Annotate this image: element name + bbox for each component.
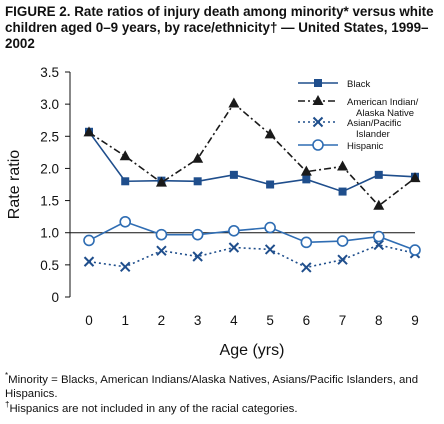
footnote-star-mark: * [5, 371, 9, 381]
y-tick-label: 0 [51, 290, 59, 305]
data-point-hispanic [119, 215, 132, 228]
legend-item-black: Black [298, 79, 370, 90]
data-point-american-indian-alaska-native [373, 199, 385, 210]
x-tick-label: 8 [375, 313, 383, 328]
data-point-asian-pacific-islander [192, 251, 203, 262]
data-point-american-indian-alaska-native [155, 176, 167, 187]
series-line-hispanic [88, 220, 416, 251]
data-point-american-indian-alaska-native [337, 160, 349, 171]
data-point-american-indian-alaska-native [300, 165, 312, 176]
data-point-american-indian-alaska-native [409, 172, 421, 183]
data-point-asian-pacific-islander [156, 245, 167, 256]
data-point-hispanic [264, 221, 276, 234]
y-tick-label: 2.0 [40, 161, 59, 176]
y-tick-label: 1.0 [40, 226, 59, 241]
x-tick-label: 7 [339, 313, 347, 328]
legend-label: Black [347, 79, 370, 90]
series-american-indian-alaska-native [83, 97, 421, 210]
data-point-asian-pacific-islander [83, 256, 95, 267]
x-tick-label: 3 [194, 313, 202, 328]
y-tick-label: 2.5 [40, 129, 59, 144]
data-point-hispanic [155, 228, 168, 241]
data-point-asian-pacific-islander [228, 242, 240, 253]
legend-label: Hispanic [347, 141, 384, 152]
series-group [83, 97, 421, 273]
data-point-american-indian-alaska-native [264, 128, 276, 139]
x-tick-label: 2 [158, 313, 166, 328]
footnote-dagger-mark: † [5, 400, 10, 410]
series-line-asian-pacific-islander [88, 244, 416, 269]
footnote-minority-text: Minority = Blacks, American Indians/Alas… [5, 374, 419, 400]
data-point-black [121, 177, 130, 186]
x-axis-label: Age (yrs) [220, 342, 285, 359]
x-tick-label: 6 [303, 313, 311, 328]
data-point-asian-pacific-islander [264, 244, 276, 255]
data-point-black [302, 175, 311, 184]
x-tick-label: 1 [121, 313, 129, 328]
y-tick-label: 0.5 [40, 258, 59, 273]
x-tick-label: 0 [85, 313, 93, 328]
legend-item-american-indian-alaska-native: American Indian/Alaska Native [298, 95, 419, 119]
data-point-asian-pacific-islander [120, 261, 131, 272]
chart-legend: Black American Indian/Alaska NativeAsian/… [298, 79, 419, 152]
data-point-hispanic [372, 230, 385, 243]
data-point-black [229, 170, 238, 179]
series-hispanic [83, 215, 421, 256]
data-point-asian-pacific-islander [337, 254, 348, 265]
data-point-american-indian-alaska-native [83, 126, 95, 137]
data-point-hispanic [228, 224, 240, 237]
data-point-black [266, 180, 275, 189]
x-tick-label: 9 [411, 313, 419, 328]
footnote-minority: *Minority = Blacks, American Indians/Ala… [5, 371, 441, 401]
legend-label: American Indian/ [347, 97, 419, 108]
data-point-american-indian-alaska-native [119, 150, 131, 161]
figure-title: FIGURE 2. Rate ratios of injury death am… [5, 4, 434, 51]
legend-marker [312, 95, 324, 105]
data-point-american-indian-alaska-native [228, 97, 240, 108]
y-tick-label: 3.0 [40, 97, 59, 112]
x-tick-label: 5 [266, 313, 274, 328]
data-point-hispanic [191, 228, 204, 241]
y-axis-label: Rate ratio [6, 150, 23, 219]
legend-label: Islander [356, 129, 390, 140]
data-point-black [374, 170, 383, 179]
x-tick-label: 4 [230, 313, 238, 328]
legend-marker [312, 116, 324, 128]
series-asian-pacific-islander [83, 239, 421, 273]
y-tick-label: 1.5 [40, 194, 59, 209]
data-point-hispanic [83, 234, 95, 247]
data-point-asian-pacific-islander [301, 262, 312, 273]
footnote-hispanic-text: Hispanics are not included in any of the… [9, 403, 298, 415]
legend-marker [312, 139, 324, 151]
data-point-hispanic [409, 244, 421, 256]
series-line-american-indian-alaska-native [88, 102, 416, 207]
data-point-hispanic [300, 236, 313, 249]
footnote-hispanic: †Hispanics are not included in any of th… [5, 400, 441, 416]
legend-label: Alaska Native [356, 108, 414, 119]
data-point-american-indian-alaska-native [192, 152, 204, 163]
legend-item-hispanic: Hispanic [298, 139, 384, 152]
data-point-asian-pacific-islander [373, 239, 384, 251]
y-tick-label: 3.5 [40, 65, 59, 80]
data-point-black [338, 187, 347, 196]
legend-label: Asian/Pacific [347, 118, 402, 129]
data-point-black [193, 177, 202, 186]
series-line-black [88, 131, 416, 193]
data-point-hispanic [336, 235, 349, 247]
chart-axes: 0 0.5 1.0 1.5 2.0 2.5 3.0 3.5 0 1 2 3 4 5 6 7 8 9 Age (yrs… [6, 65, 419, 359]
legend-marker [314, 79, 322, 87]
